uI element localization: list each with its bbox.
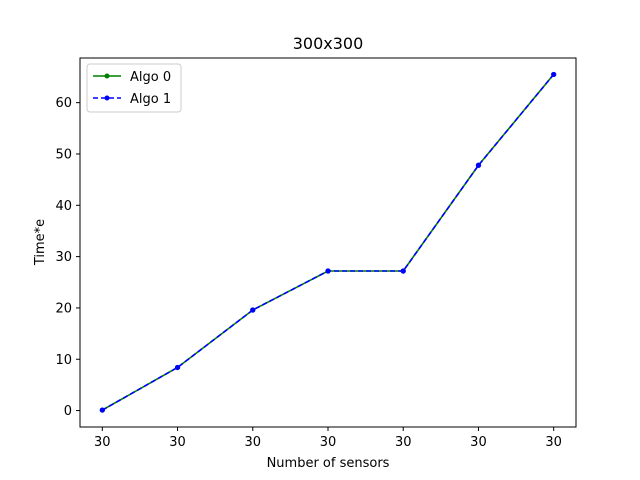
- legend-label-algo-1: Algo 1: [130, 92, 171, 107]
- x-tick-label: 30: [244, 435, 261, 450]
- data-point-algo-1: [250, 307, 256, 313]
- data-point-algo-1: [174, 364, 181, 371]
- x-tick-label: 30: [94, 435, 111, 450]
- y-tick-label: 60: [55, 96, 72, 111]
- x-tick-label: 30: [470, 435, 487, 450]
- x-axis-label: Number of sensors: [267, 456, 390, 471]
- y-tick-label: 20: [55, 301, 72, 316]
- legend-marker-algo-1: [104, 95, 110, 101]
- legend-label-algo-0: Algo 0: [130, 70, 171, 85]
- x-axis: 30 30 30 30 30 30 30: [94, 427, 562, 450]
- data-point-algo-1: [400, 268, 406, 274]
- y-axis-label: Time*e: [33, 219, 48, 266]
- x-tick-label: 30: [545, 435, 562, 450]
- x-tick-label: 30: [395, 435, 412, 450]
- series-layer: [99, 71, 557, 413]
- chart-title: 300x300: [293, 34, 364, 53]
- y-tick-label: 50: [55, 147, 72, 162]
- y-axis: 0 10 20 30 40 50 60: [55, 96, 80, 419]
- legend: Algo 0 Algo 1: [86, 63, 182, 113]
- data-point-algo-1: [99, 407, 105, 413]
- data-point-algo-1: [325, 268, 331, 274]
- x-tick-label: 30: [169, 435, 186, 450]
- y-tick-label: 0: [64, 404, 72, 419]
- legend-marker-algo-0: [104, 73, 110, 79]
- data-point-algo-1: [475, 162, 482, 168]
- data-point-algo-1: [551, 71, 557, 78]
- y-tick-label: 30: [55, 250, 72, 265]
- y-tick-label: 10: [55, 353, 72, 368]
- x-tick-label: 30: [320, 435, 337, 450]
- y-tick-label: 40: [55, 199, 72, 214]
